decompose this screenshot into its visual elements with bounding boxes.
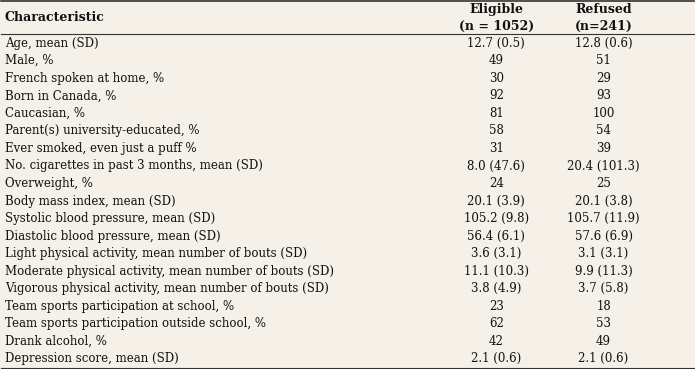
Text: (n = 1052): (n = 1052) xyxy=(459,20,534,33)
Text: 3.1 (3.1): 3.1 (3.1) xyxy=(578,247,629,260)
Text: 56.4 (6.1): 56.4 (6.1) xyxy=(468,230,525,242)
Text: Caucasian, %: Caucasian, % xyxy=(5,107,85,120)
Text: 23: 23 xyxy=(489,300,504,313)
Text: Drank alcohol, %: Drank alcohol, % xyxy=(5,335,107,348)
Text: Vigorous physical activity, mean number of bouts (SD): Vigorous physical activity, mean number … xyxy=(5,282,329,295)
Text: Characteristic: Characteristic xyxy=(5,11,105,24)
Text: 57.6 (6.9): 57.6 (6.9) xyxy=(575,230,632,242)
Text: Systolic blood pressure, mean (SD): Systolic blood pressure, mean (SD) xyxy=(5,212,215,225)
Text: Diastolic blood pressure, mean (SD): Diastolic blood pressure, mean (SD) xyxy=(5,230,220,242)
Text: Body mass index, mean (SD): Body mass index, mean (SD) xyxy=(5,194,175,207)
Text: 100: 100 xyxy=(592,107,615,120)
Text: French spoken at home, %: French spoken at home, % xyxy=(5,72,164,85)
Text: 81: 81 xyxy=(489,107,504,120)
Text: 24: 24 xyxy=(489,177,504,190)
Text: 20.1 (3.8): 20.1 (3.8) xyxy=(575,194,632,207)
Text: 20.1 (3.9): 20.1 (3.9) xyxy=(468,194,525,207)
Text: Team sports participation at school, %: Team sports participation at school, % xyxy=(5,300,234,313)
Text: Refused: Refused xyxy=(575,3,632,16)
Text: 105.2 (9.8): 105.2 (9.8) xyxy=(464,212,529,225)
Text: 58: 58 xyxy=(489,124,504,137)
Text: 49: 49 xyxy=(489,54,504,67)
Text: Overweight, %: Overweight, % xyxy=(5,177,92,190)
Text: 3.6 (3.1): 3.6 (3.1) xyxy=(471,247,521,260)
Text: 93: 93 xyxy=(596,89,611,102)
Text: 42: 42 xyxy=(489,335,504,348)
Text: 54: 54 xyxy=(596,124,611,137)
Text: 29: 29 xyxy=(596,72,611,85)
Text: 92: 92 xyxy=(489,89,504,102)
Text: 20.4 (101.3): 20.4 (101.3) xyxy=(567,159,640,172)
Text: 8.0 (47.6): 8.0 (47.6) xyxy=(468,159,525,172)
Text: Ever smoked, even just a puff %: Ever smoked, even just a puff % xyxy=(5,142,197,155)
Text: 105.7 (11.9): 105.7 (11.9) xyxy=(567,212,640,225)
Text: 49: 49 xyxy=(596,335,611,348)
Text: 2.1 (0.6): 2.1 (0.6) xyxy=(471,352,521,365)
Text: Moderate physical activity, mean number of bouts (SD): Moderate physical activity, mean number … xyxy=(5,265,334,277)
Text: Team sports participation outside school, %: Team sports participation outside school… xyxy=(5,317,266,330)
Text: No. cigarettes in past 3 months, mean (SD): No. cigarettes in past 3 months, mean (S… xyxy=(5,159,263,172)
Text: Age, mean (SD): Age, mean (SD) xyxy=(5,37,99,50)
Text: 39: 39 xyxy=(596,142,611,155)
Text: 9.9 (11.3): 9.9 (11.3) xyxy=(575,265,632,277)
Text: (n=241): (n=241) xyxy=(575,20,632,33)
Text: 12.8 (0.6): 12.8 (0.6) xyxy=(575,37,632,50)
Text: 62: 62 xyxy=(489,317,504,330)
Text: 18: 18 xyxy=(596,300,611,313)
Text: 53: 53 xyxy=(596,317,611,330)
Text: 12.7 (0.5): 12.7 (0.5) xyxy=(468,37,525,50)
Text: 51: 51 xyxy=(596,54,611,67)
Text: 3.7 (5.8): 3.7 (5.8) xyxy=(578,282,629,295)
Text: Born in Canada, %: Born in Canada, % xyxy=(5,89,116,102)
Text: 11.1 (10.3): 11.1 (10.3) xyxy=(464,265,529,277)
Text: 2.1 (0.6): 2.1 (0.6) xyxy=(578,352,629,365)
Text: 3.8 (4.9): 3.8 (4.9) xyxy=(471,282,521,295)
Text: 25: 25 xyxy=(596,177,611,190)
Text: 31: 31 xyxy=(489,142,504,155)
Text: Parent(s) university-educated, %: Parent(s) university-educated, % xyxy=(5,124,199,137)
Text: 30: 30 xyxy=(489,72,504,85)
Text: Male, %: Male, % xyxy=(5,54,54,67)
Text: Eligible: Eligible xyxy=(469,3,523,16)
Text: Depression score, mean (SD): Depression score, mean (SD) xyxy=(5,352,179,365)
Text: Light physical activity, mean number of bouts (SD): Light physical activity, mean number of … xyxy=(5,247,307,260)
